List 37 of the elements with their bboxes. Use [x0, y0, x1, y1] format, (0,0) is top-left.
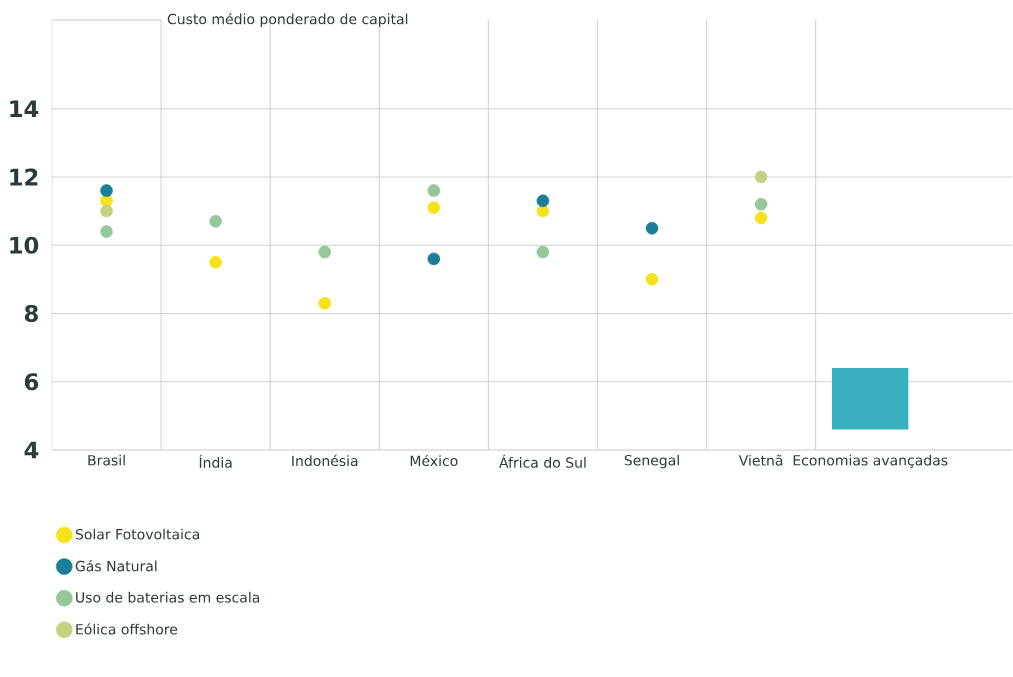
x-tick-label: Vietnã	[738, 454, 783, 466]
y-tick-label: 4	[24, 441, 39, 459]
x-tick-label: Índia	[199, 454, 232, 468]
y-tick-label: 8	[24, 304, 38, 323]
point	[536, 204, 550, 218]
x-tick-label: Economias avançadas	[793, 454, 948, 469]
x-tick-label: Brasil	[88, 454, 125, 466]
point	[318, 296, 331, 310]
point	[100, 225, 113, 238]
point	[645, 221, 659, 235]
point	[754, 198, 768, 211]
point	[318, 245, 331, 259]
point	[536, 245, 550, 259]
point	[427, 201, 441, 214]
x-tick-label: Senegal	[624, 454, 679, 469]
point	[209, 256, 222, 269]
legend-label: Gás Natural	[75, 560, 157, 572]
y-tick-label: 12	[10, 168, 38, 186]
x-tick-label: Indonésia	[292, 454, 358, 467]
x-tick-label: África do Sul	[499, 454, 586, 468]
y-tick-label: 14	[10, 100, 39, 117]
point	[427, 184, 441, 197]
legend-label: Uso de baterias em escala	[76, 591, 260, 603]
point	[754, 170, 768, 184]
point	[645, 273, 659, 286]
y-axis-title: Custo médio ponderado de capital	[167, 12, 408, 28]
point	[100, 184, 113, 197]
x-tick-label: México	[410, 454, 458, 467]
point	[209, 215, 222, 228]
point	[100, 204, 113, 218]
legend-label: Eólica offshore	[76, 623, 178, 635]
point	[427, 252, 441, 266]
y-tick-label: 6	[24, 373, 39, 391]
point	[536, 194, 550, 208]
y-tick-label: 10	[10, 236, 39, 254]
point	[754, 211, 768, 225]
legend-label: Solar Fotovoltaica	[75, 528, 199, 540]
